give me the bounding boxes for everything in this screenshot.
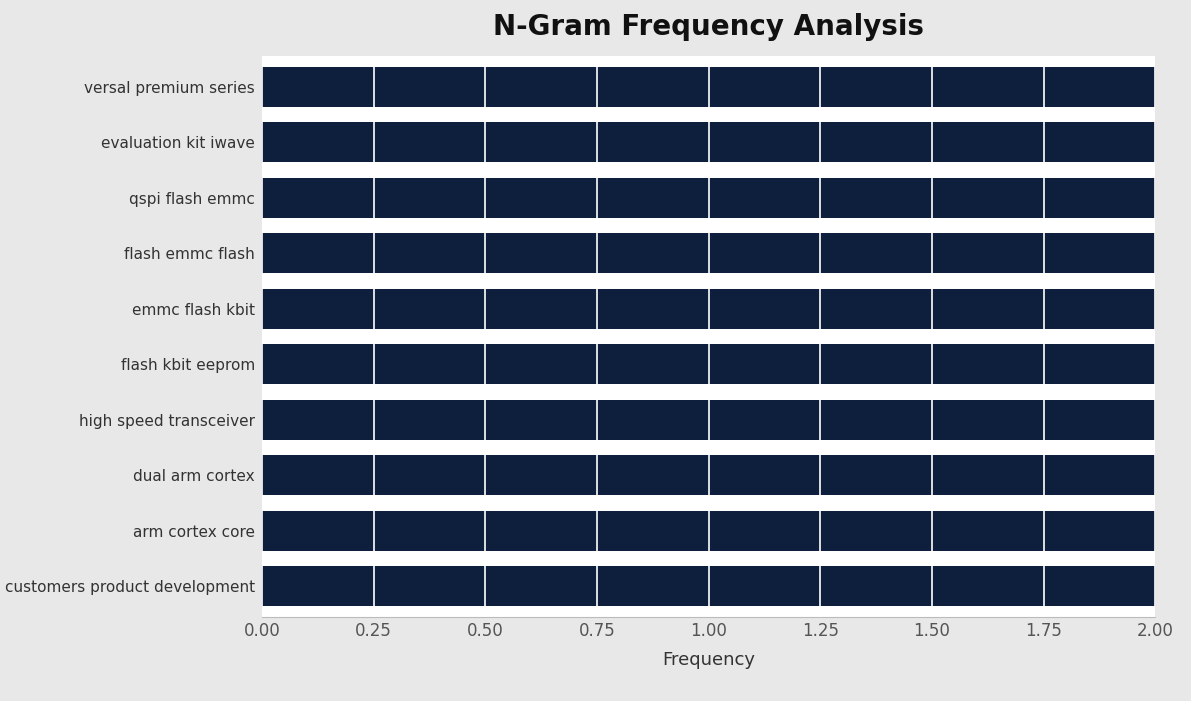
X-axis label: Frequency: Frequency xyxy=(662,651,755,669)
Bar xyxy=(262,178,1155,218)
Bar xyxy=(262,344,1155,384)
Bar xyxy=(262,400,1155,440)
Bar xyxy=(262,510,1155,550)
Bar xyxy=(262,123,1155,163)
Bar xyxy=(262,566,1155,606)
Bar xyxy=(262,289,1155,329)
Title: N-Gram Frequency Analysis: N-Gram Frequency Analysis xyxy=(493,13,924,41)
Bar xyxy=(262,455,1155,495)
Bar xyxy=(262,233,1155,273)
Bar xyxy=(262,67,1155,107)
